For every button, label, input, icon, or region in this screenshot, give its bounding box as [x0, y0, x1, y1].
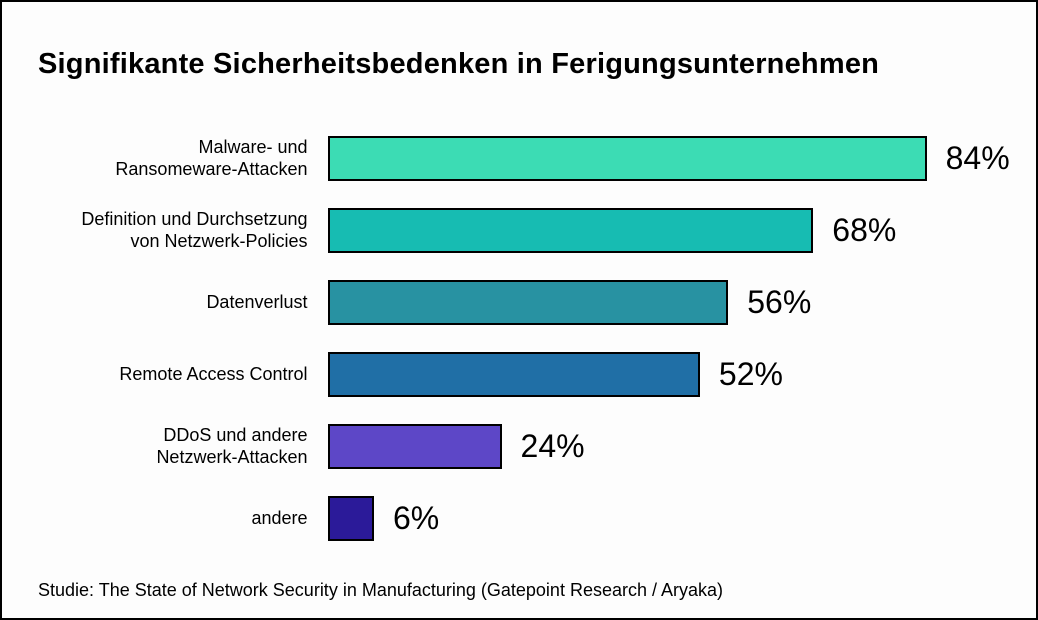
value-label: 24% — [520, 427, 585, 464]
bar-track: 24% — [327, 423, 1037, 469]
bar-chart: Malware- und Ransomeware-Attacken 84% De… — [2, 122, 1036, 554]
category-label: Malware- und Ransomeware-Attacken — [115, 136, 308, 180]
category-label: Datenverlust — [206, 291, 308, 312]
bar — [327, 207, 814, 253]
bar-track: 84% — [327, 135, 1037, 181]
bar — [327, 495, 374, 541]
category-label: Definition und Durchsetzung von Netzwerk… — [81, 208, 308, 252]
value-label: 52% — [718, 355, 783, 392]
bar-track: 56% — [327, 279, 1037, 325]
chart-row: Remote Access Control 52% — [2, 338, 1036, 410]
source-note: Studie: The State of Network Security in… — [38, 580, 724, 600]
chart-row: Definition und Durchsetzung von Netzwerk… — [2, 194, 1036, 266]
chart-row: DDoS und andere Netzwerk-Attacken 24% — [2, 410, 1036, 482]
bar — [327, 135, 927, 181]
bar-track: 52% — [327, 351, 1037, 397]
value-label: 84% — [945, 139, 1010, 176]
value-label: 6% — [393, 499, 440, 536]
category-label: andere — [251, 507, 308, 528]
chart-title: Signifikante Sicherheitsbedenken in Feri… — [38, 48, 880, 80]
bar-track: 68% — [327, 207, 1037, 253]
chart-row: Datenverlust 56% — [2, 266, 1036, 338]
bar — [327, 279, 729, 325]
bar-track: 6% — [327, 495, 1037, 541]
bar — [327, 423, 502, 469]
bar — [327, 351, 700, 397]
value-label: 68% — [832, 211, 897, 248]
category-label: DDoS und andere Netzwerk-Attacken — [156, 424, 308, 468]
chart-row: andere 6% — [2, 482, 1036, 554]
chart-row: Malware- und Ransomeware-Attacken 84% — [2, 122, 1036, 194]
value-label: 56% — [747, 283, 812, 320]
category-label: Remote Access Control — [119, 363, 308, 384]
